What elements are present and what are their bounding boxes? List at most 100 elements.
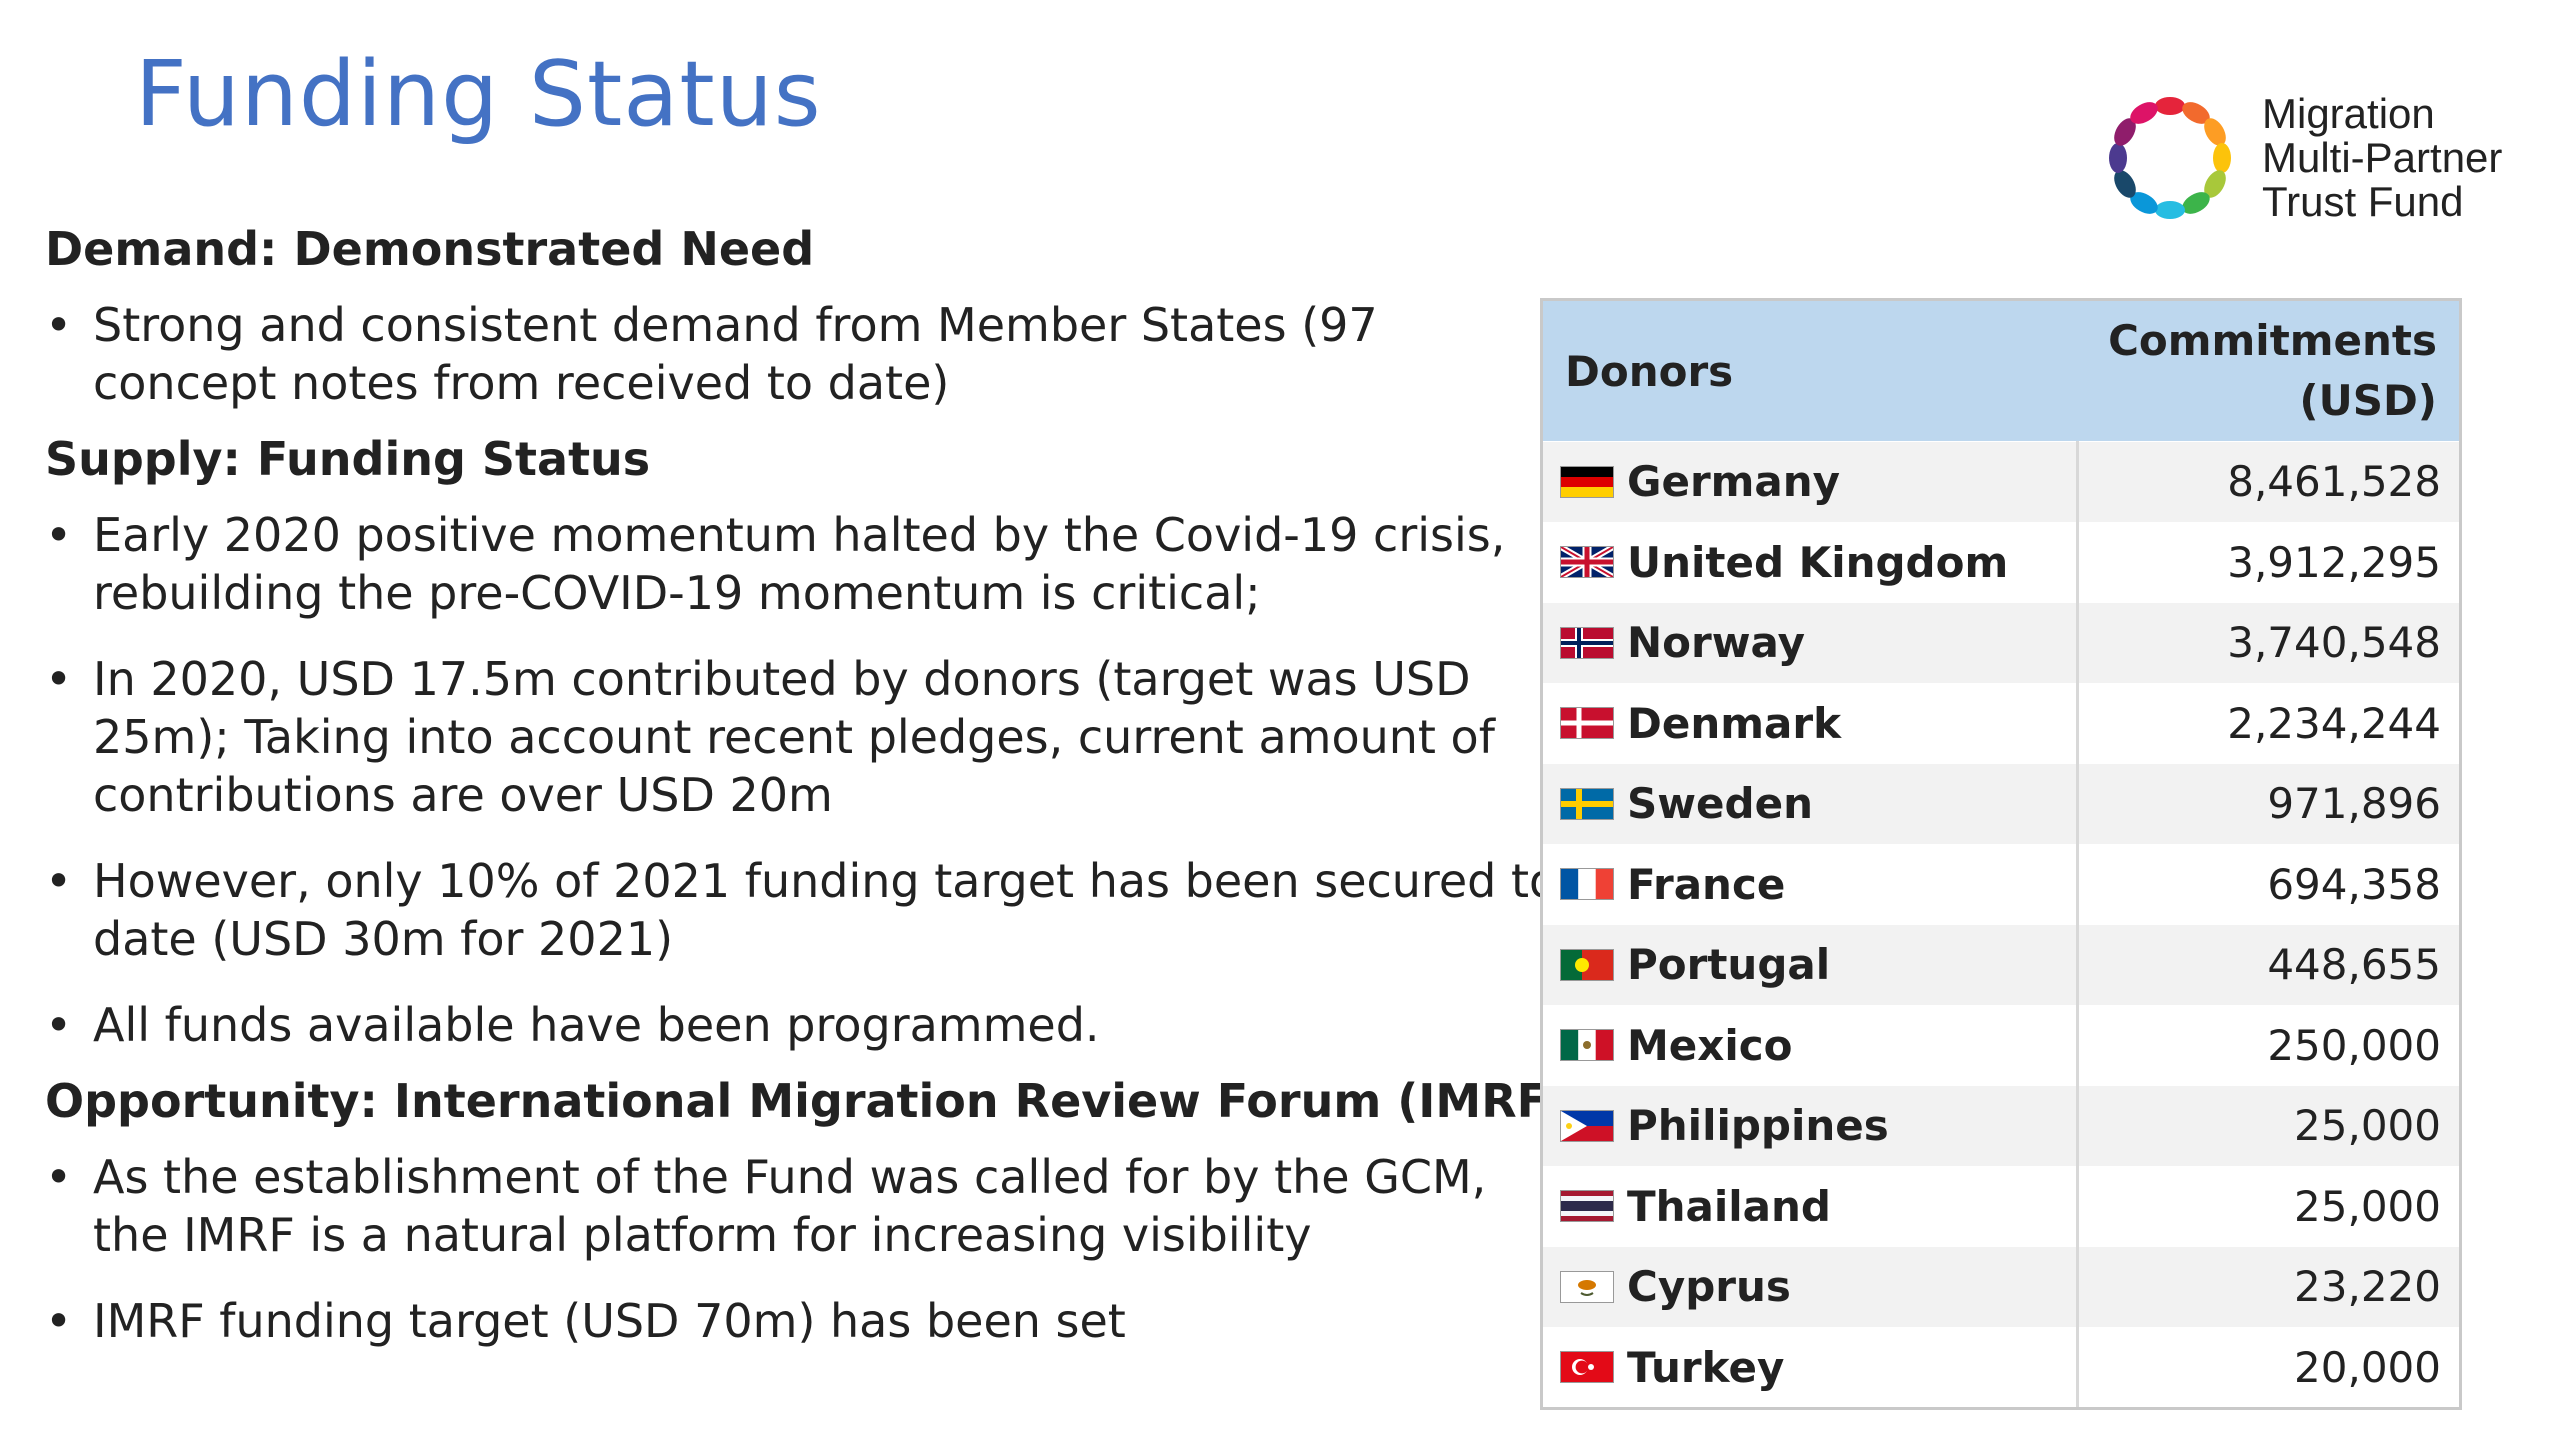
- donor-name: Norway: [1627, 618, 1805, 668]
- donor-cell: Thailand: [1543, 1165, 2079, 1247]
- donor-cell: United Kingdom: [1543, 521, 2079, 603]
- table-row: United Kingdom 3,912,295: [1543, 521, 2459, 603]
- section-heading: Opportunity: International Migration Rev…: [45, 1074, 1570, 1128]
- bullet-line: As the establishment of the Fund was cal…: [93, 1150, 1487, 1204]
- section-heading: Supply: Funding Status: [45, 432, 651, 486]
- bullet-item: • In 2020, USD 17.5m contributed by dono…: [45, 650, 1495, 824]
- commitment-amount: 694,358: [2077, 843, 2459, 925]
- turkey-flag-icon: [1561, 1352, 1613, 1383]
- table-row: Portugal 448,655: [1543, 924, 2459, 1005]
- donor-name: Philippines: [1627, 1101, 1889, 1151]
- column-header-commitments-line-1: Commitments: [2108, 316, 2437, 365]
- bullet-item: • Strong and consistent demand from Memb…: [45, 296, 1485, 412]
- commitment-amount: 3,912,295: [2077, 521, 2459, 603]
- philippines-flag-icon: [1561, 1110, 1613, 1141]
- migration-mptf-logo: Migration Multi-Partner Trust Fund: [2090, 78, 2530, 238]
- bullet-icon: •: [45, 298, 73, 352]
- donor-name: Portugal: [1627, 940, 1831, 990]
- norway-flag-icon: [1561, 627, 1613, 658]
- table-header-row: Donors Commitments (USD): [1543, 301, 2459, 442]
- donor-name: Cyprus: [1627, 1262, 1791, 1312]
- donor-name: Mexico: [1627, 1020, 1793, 1070]
- logo-figure: [2155, 201, 2185, 219]
- commitment-amount: 8,461,528: [2077, 441, 2459, 522]
- logo-text: Migration Multi-Partner Trust Fund: [2262, 92, 2502, 224]
- table-row: Denmark 2,234,244: [1543, 682, 2459, 764]
- bullet-line: 25m); Taking into account recent pledges…: [93, 710, 1495, 764]
- logo-figure: [2114, 118, 2136, 146]
- bullet-icon: •: [45, 508, 73, 562]
- bullet-line: Strong and consistent demand from Member…: [93, 298, 1378, 352]
- cyprus-flag-icon: [1561, 1271, 1613, 1302]
- donor-cell: Philippines: [1543, 1085, 2079, 1166]
- commitment-amount: 23,220: [2077, 1246, 2459, 1327]
- section-demand: Demand: Demonstrated Need • Strong and c…: [45, 220, 1485, 412]
- bullet-icon: •: [45, 1294, 73, 1348]
- sweden-flag-icon: [1561, 788, 1613, 819]
- logo-figure: [2204, 170, 2226, 198]
- bullet-line: IMRF funding target (USD 70m) has been s…: [93, 1294, 1126, 1348]
- donor-name: France: [1627, 859, 1786, 909]
- france-flag-icon: [1561, 869, 1613, 900]
- section-heading: Demand: Demonstrated Need: [45, 222, 815, 276]
- donor-name: Denmark: [1627, 698, 1841, 748]
- bullet-line: date (USD 30m for 2021): [93, 912, 674, 966]
- commitment-amount: 250,000: [2077, 1004, 2459, 1086]
- column-header-commitments-line-2: (USD): [2299, 376, 2437, 425]
- mexico-flag-icon: [1561, 1030, 1613, 1061]
- donor-commitments-table: Donors Commitments (USD) Germany 8,461,52…: [1540, 298, 2462, 1410]
- commitment-amount: 25,000: [2077, 1085, 2459, 1166]
- table-row: Norway 3,740,548: [1543, 602, 2459, 683]
- donor-cell: Norway: [1543, 602, 2079, 683]
- logo-line-1: Migration: [2262, 90, 2435, 137]
- donor-cell: France: [1543, 843, 2079, 925]
- commitment-amount: 3,740,548: [2077, 602, 2459, 683]
- bullet-item: • All funds available have been programm…: [45, 996, 1485, 1054]
- commitment-amount: 971,896: [2077, 763, 2459, 844]
- logo-figure: [2182, 192, 2210, 214]
- slide-title: Funding Status: [135, 42, 822, 147]
- section-opportunity: Opportunity: International Migration Rev…: [45, 1072, 1570, 1350]
- column-header-commitments: Commitments (USD): [2077, 301, 2459, 442]
- thailand-flag-icon: [1561, 1191, 1613, 1222]
- bullet-icon: •: [45, 652, 73, 706]
- bullet-item: • As the establishment of the Fund was c…: [45, 1148, 1487, 1264]
- uk-flag-icon: [1561, 547, 1613, 578]
- bullet-item: • IMRF funding target (USD 70m) has been…: [45, 1292, 1485, 1350]
- donor-name: Thailand: [1627, 1181, 1831, 1231]
- donor-cell: Portugal: [1543, 924, 2079, 1005]
- column-header-donors: Donors: [1543, 301, 2077, 442]
- table-row: Philippines 25,000: [1543, 1085, 2459, 1166]
- donor-name: Germany: [1627, 457, 1841, 507]
- bullet-icon: •: [45, 854, 73, 908]
- logo-line-3: Trust Fund: [2262, 178, 2464, 225]
- bullet-icon: •: [45, 998, 73, 1052]
- commitment-amount: 25,000: [2077, 1165, 2459, 1247]
- logo-line-2: Multi-Partner: [2262, 134, 2503, 181]
- portugal-flag-icon: [1561, 949, 1613, 980]
- commitment-amount: 20,000: [2077, 1326, 2459, 1407]
- germany-flag-icon: [1561, 466, 1613, 497]
- donor-name: Sweden: [1627, 779, 1813, 829]
- table-row: Cyprus 23,220: [1543, 1246, 2459, 1327]
- denmark-flag-icon: [1561, 708, 1613, 739]
- logo-ring-icon: [2109, 97, 2231, 219]
- commitment-amount: 448,655: [2077, 924, 2459, 1005]
- content-column: Demand: Demonstrated Need • Strong and c…: [45, 220, 1570, 1350]
- donor-cell: Sweden: [1543, 763, 2079, 844]
- table-row: Turkey 20,000: [1543, 1326, 2459, 1407]
- bullet-line: contributions are over USD 20m: [93, 768, 833, 822]
- bullet-line: In 2020, USD 17.5m contributed by donors…: [93, 652, 1471, 706]
- logo-figure: [2182, 102, 2210, 124]
- table-row: France 694,358: [1543, 843, 2459, 925]
- bullet-item: • Early 2020 positive momentum halted by…: [45, 506, 1506, 622]
- logo-figure: [2114, 170, 2136, 198]
- bullet-line: Early 2020 positive momentum halted by t…: [93, 508, 1506, 562]
- table-row: Germany 8,461,528: [1543, 441, 2459, 522]
- bullet-line: the IMRF is a natural platform for incre…: [93, 1208, 1312, 1262]
- bullet-icon: •: [45, 1150, 73, 1204]
- donor-cell: Germany: [1543, 441, 2079, 522]
- bullet-line: rebuilding the pre-COVID-19 momentum is …: [93, 566, 1261, 620]
- logo-figure: [2155, 97, 2185, 115]
- logo-figure: [2130, 102, 2158, 124]
